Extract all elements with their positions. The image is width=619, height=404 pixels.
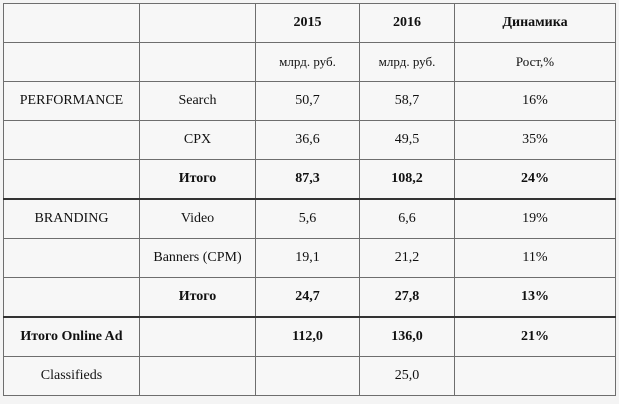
group-label: BRANDING: [3, 198, 140, 239]
sub-label: Итого: [139, 159, 256, 200]
value-2015: [255, 356, 360, 396]
value-2015: 36,6: [255, 120, 360, 160]
header-dynamics: Динамика: [454, 3, 616, 43]
header-row: 2015 2016 Динамика: [3, 3, 616, 43]
value-2015: 50,7: [255, 81, 360, 121]
header-empty-1: [3, 3, 140, 43]
table-row: CPX 36,6 49,5 35%: [3, 120, 616, 160]
unit-2015: млрд. руб.: [255, 42, 360, 82]
value-2016: 25,0: [359, 356, 455, 396]
sub-label: Search: [139, 81, 256, 121]
group-label: Classifieds: [3, 356, 140, 396]
growth-value: 21%: [454, 316, 616, 357]
header-empty-2: [139, 3, 256, 43]
value-2016: 6,6: [359, 198, 455, 239]
unit-2016: млрд. руб.: [359, 42, 455, 82]
sub-label: [139, 356, 256, 396]
sub-label: CPX: [139, 120, 256, 160]
growth-value: 13%: [454, 277, 616, 318]
group-label: Итого Online Ad: [3, 316, 140, 357]
growth-value: 35%: [454, 120, 616, 160]
value-2016: 58,7: [359, 81, 455, 121]
group-label: [3, 238, 140, 278]
sub-label: Итого: [139, 277, 256, 318]
value-2016: 136,0: [359, 316, 455, 357]
group-label: [3, 120, 140, 160]
value-2015: 5,6: [255, 198, 360, 239]
unit-growth: Рост,%: [454, 42, 616, 82]
ad-market-table: 2015 2016 Динамика млрд. руб. млрд. руб.…: [3, 3, 616, 396]
table-row-subtotal: Итого 87,3 108,2 24%: [3, 159, 616, 200]
growth-value: 16%: [454, 81, 616, 121]
group-label: [3, 277, 140, 318]
units-empty-2: [139, 42, 256, 82]
header-year-2016: 2016: [359, 3, 455, 43]
sub-label: Banners (CPM): [139, 238, 256, 278]
value-2015: 24,7: [255, 277, 360, 318]
growth-value: 24%: [454, 159, 616, 200]
growth-value: [454, 356, 616, 396]
value-2016: 108,2: [359, 159, 455, 200]
table-row: Classifieds 25,0: [3, 356, 616, 396]
value-2016: 27,8: [359, 277, 455, 318]
table-row: PERFORMANCE Search 50,7 58,7 16%: [3, 81, 616, 121]
group-label: PERFORMANCE: [3, 81, 140, 121]
units-row: млрд. руб. млрд. руб. Рост,%: [3, 42, 616, 82]
sub-label: Video: [139, 198, 256, 239]
value-2016: 21,2: [359, 238, 455, 278]
table-row-total: Итого Online Ad 112,0 136,0 21%: [3, 316, 616, 357]
growth-value: 11%: [454, 238, 616, 278]
group-label: [3, 159, 140, 200]
value-2015: 87,3: [255, 159, 360, 200]
table-row-subtotal: Итого 24,7 27,8 13%: [3, 277, 616, 318]
table-row: BRANDING Video 5,6 6,6 19%: [3, 198, 616, 239]
value-2016: 49,5: [359, 120, 455, 160]
units-empty-1: [3, 42, 140, 82]
growth-value: 19%: [454, 198, 616, 239]
header-year-2015: 2015: [255, 3, 360, 43]
value-2015: 112,0: [255, 316, 360, 357]
value-2015: 19,1: [255, 238, 360, 278]
table-row: Banners (CPM) 19,1 21,2 11%: [3, 238, 616, 278]
sub-label: [139, 316, 256, 357]
